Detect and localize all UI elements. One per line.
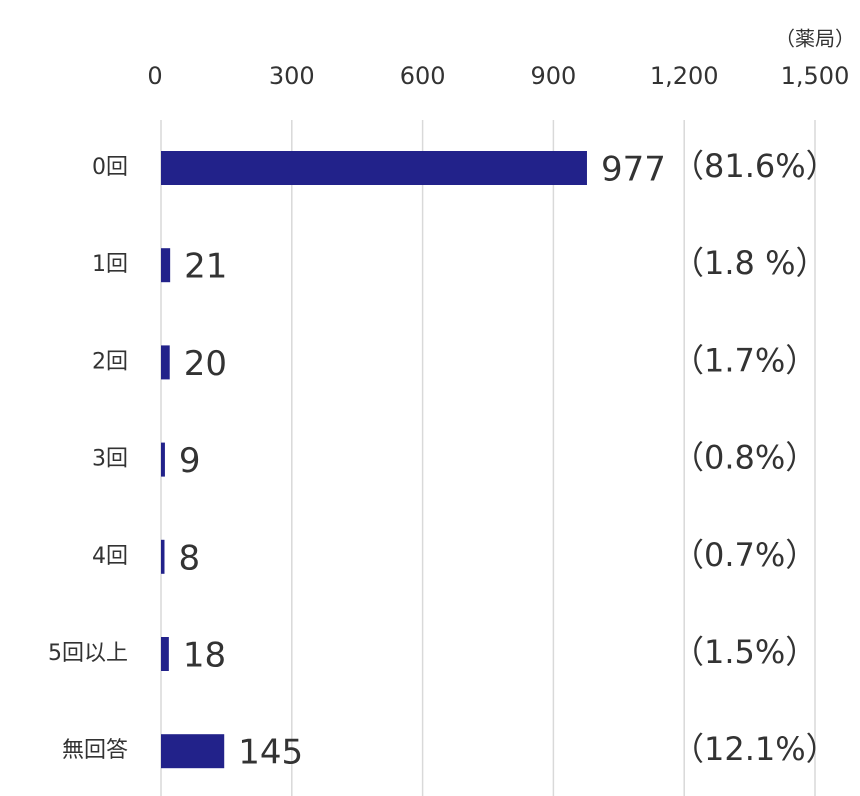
- percent-label: （1.5%）: [672, 633, 817, 671]
- percent-label: （81.6%）: [672, 147, 838, 185]
- bar: [161, 345, 170, 380]
- x-tick-label: 1,200: [650, 62, 719, 90]
- bar: [161, 248, 171, 283]
- value-label: 977: [601, 150, 666, 190]
- x-tick-label: 900: [530, 62, 576, 90]
- percent-label: （1.8 %）: [672, 244, 827, 282]
- y-tick-label: 0回: [92, 155, 128, 180]
- percent-label: （0.8%）: [672, 439, 817, 477]
- value-label: 8: [178, 538, 200, 578]
- x-tick-label: 600: [400, 62, 446, 90]
- bar: [161, 151, 587, 185]
- y-tick-label: 5回以上: [48, 641, 128, 666]
- value-label: 145: [238, 733, 303, 773]
- x-tick-label: 300: [269, 62, 315, 90]
- bar: [161, 539, 165, 574]
- bar: [161, 637, 169, 671]
- y-tick-label: 4回: [92, 544, 128, 569]
- percent-label: （1.7%）: [672, 341, 817, 379]
- y-tick-label: 1回: [92, 252, 128, 277]
- bar: [161, 442, 165, 477]
- value-label: 20: [184, 344, 227, 384]
- x-tick-label: 0: [147, 62, 162, 90]
- y-tick-label: 2回: [92, 349, 128, 374]
- value-label: 9: [179, 441, 201, 481]
- percent-label: （0.7%）: [672, 536, 817, 574]
- percent-label: （12.1%）: [672, 730, 838, 768]
- unit-label: （薬局）: [775, 27, 855, 51]
- bar: [161, 734, 225, 769]
- value-label: 21: [184, 247, 227, 287]
- y-tick-label: 無回答: [62, 738, 128, 763]
- y-tick-label: 3回: [92, 447, 128, 472]
- value-label: 18: [183, 636, 226, 676]
- x-tick-label: 1,500: [781, 62, 850, 90]
